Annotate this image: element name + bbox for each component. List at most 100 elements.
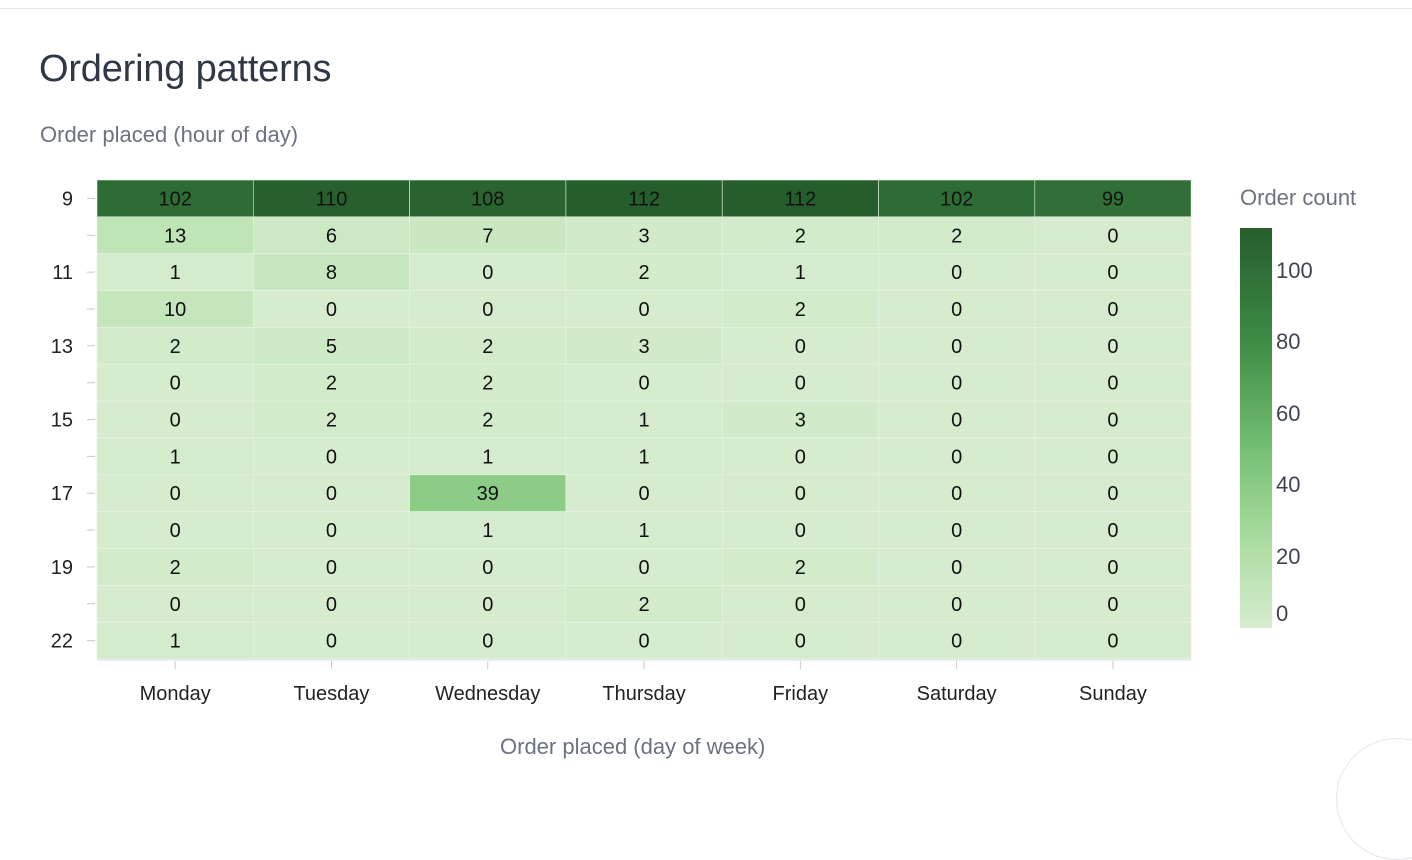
cell-value-label: 0 [326, 594, 337, 616]
heatmap-cell [409, 400, 567, 439]
cell-value-label: 2 [326, 373, 337, 395]
cell-value-label: 2 [482, 336, 493, 358]
cell-value-label: 0 [795, 336, 806, 358]
y-tick-label: 15 [51, 410, 73, 432]
heatmap-cell [721, 179, 879, 218]
cell-value-label: 39 [477, 483, 499, 505]
cell-value-label: 0 [326, 446, 337, 468]
cell-value-label: 0 [1107, 631, 1118, 653]
legend-tick-80: 80 [1276, 329, 1301, 354]
cell-value-label: 0 [951, 446, 962, 468]
x-tick-label: Monday [140, 683, 211, 705]
cell-value-label: 1 [482, 446, 493, 468]
cell-value-label: 112 [628, 188, 660, 210]
heatmap-cell [878, 585, 1036, 623]
legend-tick-40: 40 [1276, 472, 1301, 497]
cell-value-label: 0 [326, 557, 337, 579]
cell-value-label: 0 [951, 262, 962, 284]
heatmap-cell [1034, 548, 1192, 586]
y-tick-label: 9 [62, 188, 73, 210]
cell-value-label: 3 [795, 410, 806, 432]
cell-value-label: 102 [940, 188, 973, 210]
cell-value-label: 0 [638, 483, 649, 505]
heatmap-cell [878, 253, 1036, 291]
heatmap-cell [96, 437, 254, 476]
cell-value-label: 0 [951, 483, 962, 505]
heatmap-cell [878, 621, 1036, 660]
heatmap-cell [878, 474, 1036, 512]
cell-value-label: 0 [951, 410, 962, 432]
x-tick-label: Sunday [1079, 683, 1147, 705]
cell-value-label: 1 [482, 520, 493, 542]
heatmap-cell [565, 511, 723, 549]
x-tick-label: Saturday [917, 683, 997, 705]
heatmap-cell [721, 585, 879, 623]
cell-value-label: 1 [170, 446, 181, 468]
legend-title: Order count [1240, 185, 1357, 210]
heatmap-cell [721, 216, 879, 255]
cell-value-label: 1 [170, 631, 181, 653]
heatmap-cell [565, 290, 723, 328]
heatmap-cell [565, 327, 723, 365]
heatmap-cell [253, 400, 410, 439]
cell-value-label: 2 [482, 373, 493, 395]
cell-value-label: 0 [1107, 557, 1118, 579]
heatmap-cell [1034, 400, 1192, 439]
heatmap-cell [721, 437, 879, 476]
cell-value-label: 0 [326, 483, 337, 505]
cell-value-label: 0 [795, 594, 806, 616]
heatmap-cell [565, 216, 723, 255]
cell-value-label: 0 [482, 299, 493, 321]
heatmap-cell [565, 548, 723, 586]
heatmap-cell [721, 253, 879, 291]
cell-value-label: 3 [638, 336, 649, 358]
cell-value-label: 0 [795, 483, 806, 505]
cell-value-label: 1 [638, 520, 649, 542]
x-tick-label: Thursday [602, 683, 685, 705]
cell-value-label: 1 [638, 446, 649, 468]
heatmap-cell [878, 327, 1036, 365]
cell-value-label: 0 [482, 557, 493, 579]
y-axis-title: Order placed (hour of day) [40, 122, 299, 147]
cell-value-label: 0 [170, 373, 181, 395]
cell-value-label: 2 [638, 594, 649, 616]
cell-value-label: 0 [795, 631, 806, 653]
cell-value-label: 0 [1107, 373, 1118, 395]
cell-value-label: 0 [1107, 410, 1118, 432]
heatmap-cell [1034, 474, 1192, 512]
heatmap-cell [253, 511, 410, 549]
legend-tick-20: 20 [1276, 544, 1301, 569]
heatmap-cell [878, 437, 1036, 476]
cell-value-label: 0 [951, 631, 962, 653]
heatmap-cell [96, 400, 254, 439]
cell-value-label: 1 [170, 262, 181, 284]
cell-value-label: 0 [170, 520, 181, 542]
cell-value-label: 5 [326, 336, 337, 358]
cell-value-label: 0 [1107, 225, 1118, 247]
heatmap-cell [1034, 621, 1192, 660]
cell-value-label: 0 [1107, 262, 1118, 284]
cell-value-label: 1 [638, 410, 649, 432]
heatmap-cell [565, 363, 723, 402]
cell-value-label: 2 [326, 410, 337, 432]
cell-value-label: 0 [951, 557, 962, 579]
cell-value-label: 0 [326, 520, 337, 542]
x-tick-label: Friday [773, 683, 829, 705]
cell-value-label: 2 [795, 225, 806, 247]
cell-value-label: 7 [482, 225, 493, 247]
cell-value-label: 0 [1107, 520, 1118, 542]
cell-value-label: 2 [170, 557, 181, 579]
cell-value-label: 102 [158, 188, 191, 210]
cell-value-label: 0 [1107, 483, 1118, 505]
cell-value-label: 2 [170, 336, 181, 358]
heatmap-cell [721, 511, 879, 549]
x-tick-label: Wednesday [435, 683, 540, 705]
cell-value-label: 0 [795, 373, 806, 395]
heatmap-cell [253, 327, 410, 365]
heatmap-cell [721, 400, 879, 439]
heatmap-cell [1034, 327, 1192, 365]
heatmap-cell [409, 621, 567, 660]
cell-value-label: 0 [1107, 299, 1118, 321]
legend-tick-0: 0 [1276, 601, 1289, 626]
cell-value-label: 0 [1107, 336, 1118, 358]
